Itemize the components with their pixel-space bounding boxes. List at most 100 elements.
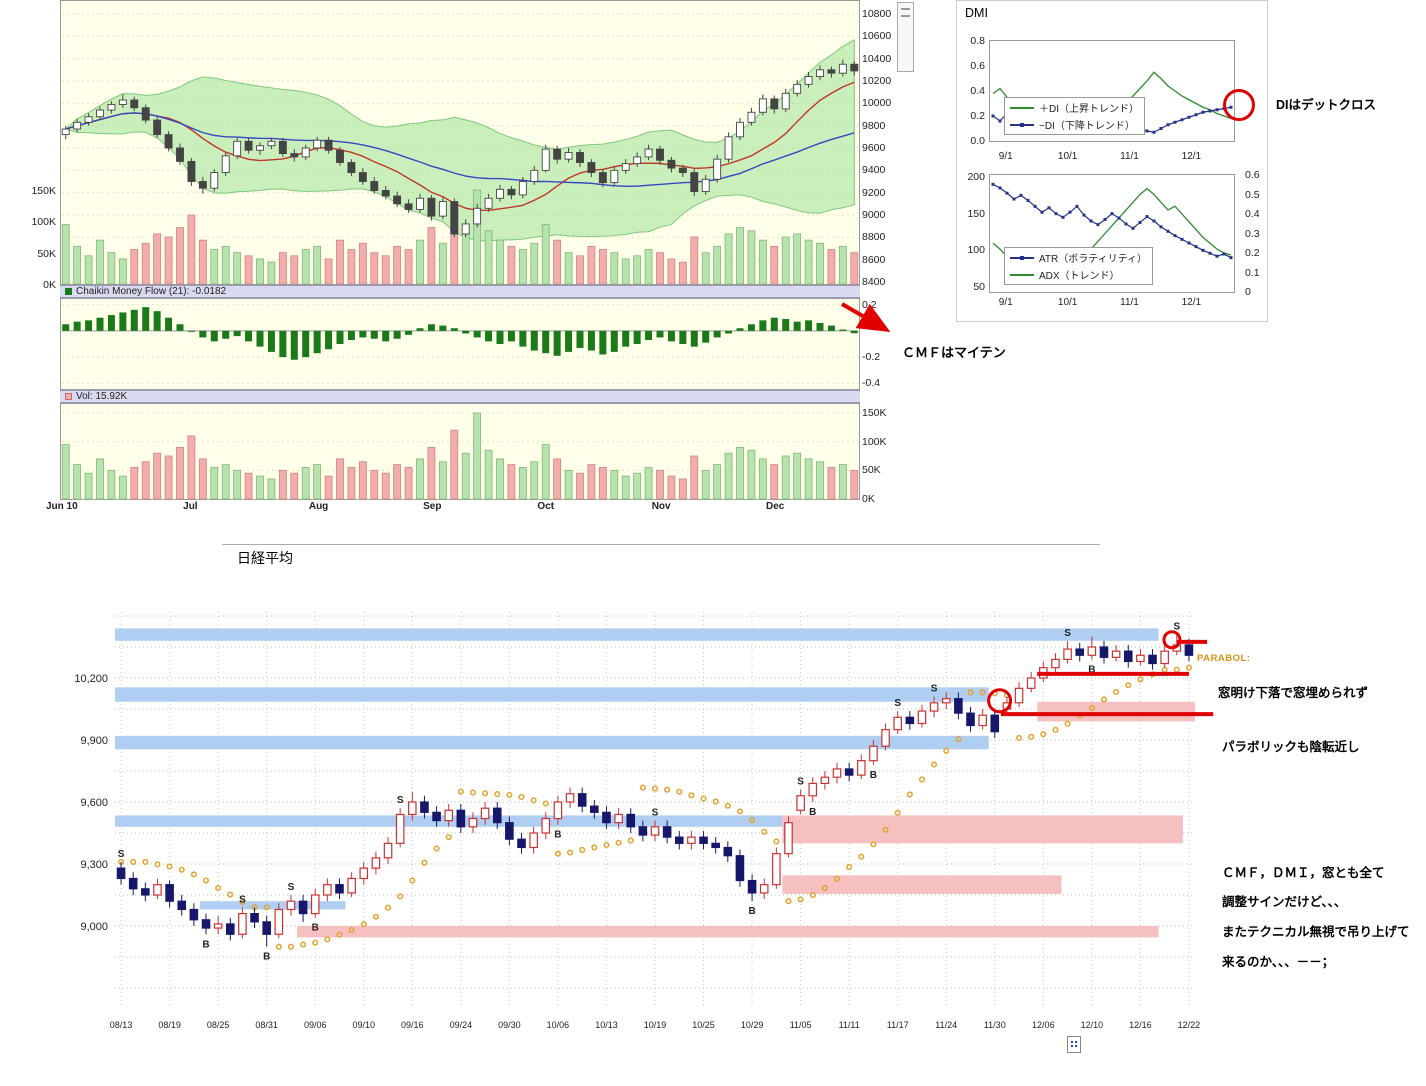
volume-y-axis: 150K 100K 50K 0K bbox=[31, 185, 56, 291]
svg-text:11/1: 11/1 bbox=[1120, 151, 1139, 162]
vol-header-label: Vol: 15.92K bbox=[76, 391, 128, 402]
parabol-label: PARABOL: bbox=[1197, 653, 1251, 664]
svg-text:08/31: 08/31 bbox=[255, 1020, 278, 1030]
summary-note-4: 来るのか、、、－－； bbox=[1222, 955, 1335, 969]
vol-legend-swatch bbox=[65, 393, 72, 400]
svg-text:12/22: 12/22 bbox=[1178, 1020, 1201, 1030]
scrollbar-grip-line bbox=[901, 15, 910, 17]
dmi-legend-row-plus: ＋DI（上昇トレンド） bbox=[1010, 101, 1139, 115]
svg-text:10/13: 10/13 bbox=[595, 1020, 618, 1030]
svg-text:09/16: 09/16 bbox=[401, 1020, 424, 1030]
atr-adx-chart: 9/1 10/1 11/1 12/1 bbox=[989, 174, 1235, 308]
plus-di-line-sample-icon bbox=[1010, 106, 1034, 109]
volpanel-y-axis: 150K 100K 50K 0K bbox=[862, 407, 887, 505]
svg-text:10,200: 10,200 bbox=[74, 673, 108, 685]
svg-text:B: B bbox=[554, 830, 561, 841]
svg-text:11/17: 11/17 bbox=[887, 1020, 909, 1030]
ime-icon-dots bbox=[1071, 1041, 1073, 1043]
svg-text:09/24: 09/24 bbox=[450, 1020, 473, 1030]
deadcross-circle-annotation bbox=[1223, 89, 1255, 121]
vol-chart bbox=[60, 403, 860, 500]
svg-text:9/1: 9/1 bbox=[999, 297, 1013, 308]
svg-text:12/16: 12/16 bbox=[1129, 1020, 1152, 1030]
svg-text:9/1: 9/1 bbox=[999, 151, 1013, 162]
scrollbar-grip-line bbox=[901, 8, 910, 10]
nikkei-title: 日経平均 bbox=[237, 550, 293, 566]
svg-text:10/19: 10/19 bbox=[644, 1020, 667, 1030]
svg-text:10/29: 10/29 bbox=[741, 1020, 764, 1030]
svg-text:11/24: 11/24 bbox=[935, 1020, 957, 1030]
price-x-axis: Jun 10 Jul Aug Sep Oct Nov Dec bbox=[46, 501, 785, 512]
dmi-deadcross-note: DIはデットクロス bbox=[1276, 98, 1377, 112]
svg-text:S: S bbox=[1064, 628, 1071, 639]
plus-di-label: ＋DI（上昇トレンド） bbox=[1039, 104, 1139, 115]
parabolic-note: パラボリックも陰転近し bbox=[1222, 740, 1360, 754]
price-chart bbox=[60, 0, 860, 285]
summary-note-3: またテクニカル無視で吊り上げて bbox=[1222, 925, 1410, 939]
svg-text:12/06: 12/06 bbox=[1032, 1020, 1055, 1030]
cmf-header-label: Chaikin Money Flow (21): -0.0182 bbox=[76, 286, 227, 297]
svg-text:9,900: 9,900 bbox=[80, 735, 108, 747]
atr-legend: ATR（ボラティリティ） ADX（トレンド） bbox=[1004, 247, 1154, 285]
minus-di-label: −DI（下降トレンド） bbox=[1039, 121, 1135, 132]
svg-text:09/10: 09/10 bbox=[352, 1020, 375, 1030]
svg-text:B: B bbox=[202, 939, 209, 950]
dmi-y-axis: 0.8 0.6 0.4 0.2 0.0 bbox=[970, 35, 985, 147]
dmi-legend-row-minus: −DI（下降トレンド） bbox=[1010, 118, 1139, 132]
svg-text:10/1: 10/1 bbox=[1058, 297, 1078, 308]
cmf-down-note: ＣＭＦはマイテン bbox=[902, 345, 1006, 360]
svg-text:08/19: 08/19 bbox=[158, 1020, 181, 1030]
svg-text:S: S bbox=[894, 698, 901, 709]
nikkei-chart: S B S B S B S B S B S B B S S S B S 10,200 9,900 9,600 9,300 9… bbox=[74, 612, 1214, 1030]
svg-text:10/1: 10/1 bbox=[1058, 151, 1078, 162]
svg-text:08/25: 08/25 bbox=[207, 1020, 230, 1030]
svg-text:9,000: 9,000 bbox=[80, 921, 108, 933]
minus-di-line-sample-icon bbox=[1010, 122, 1034, 127]
summary-note-1: ＣＭＦ，ＤＭＩ，窓とも全て bbox=[1222, 866, 1385, 880]
dmi-title: DMI bbox=[965, 6, 988, 20]
ime-icon[interactable] bbox=[1067, 1036, 1081, 1053]
window-gap-note: 窓明け下落で窓埋められず bbox=[1218, 686, 1369, 700]
svg-text:11/05: 11/05 bbox=[790, 1020, 812, 1030]
cmf-legend-swatch bbox=[65, 288, 72, 295]
svg-text:12/10: 12/10 bbox=[1081, 1020, 1104, 1030]
svg-text:10/25: 10/25 bbox=[692, 1020, 715, 1030]
svg-text:B: B bbox=[748, 906, 755, 917]
svg-text:S: S bbox=[288, 882, 295, 893]
svg-text:S: S bbox=[1173, 622, 1180, 633]
adx-label: ADX（トレンド） bbox=[1039, 271, 1120, 282]
adx-line-sample-icon bbox=[1010, 273, 1034, 276]
svg-text:S: S bbox=[652, 808, 659, 819]
svg-text:12/1: 12/1 bbox=[1182, 297, 1202, 308]
scrollbar-fragment[interactable] bbox=[897, 2, 914, 72]
cmf-chart bbox=[60, 298, 860, 390]
svg-text:S: S bbox=[931, 684, 938, 695]
svg-text:09/30: 09/30 bbox=[498, 1020, 521, 1030]
svg-text:B: B bbox=[809, 807, 816, 818]
svg-text:S: S bbox=[397, 795, 404, 806]
atr-label: ATR（ボラティリティ） bbox=[1039, 254, 1148, 265]
svg-text:B: B bbox=[312, 923, 319, 934]
summary-note-2: 調整サインだけど、、、 bbox=[1222, 895, 1347, 909]
svg-text:11/11: 11/11 bbox=[839, 1020, 860, 1030]
cmf-header: Chaikin Money Flow (21): -0.0182 bbox=[60, 285, 860, 298]
svg-text:12/1: 12/1 bbox=[1182, 151, 1202, 162]
svg-text:B: B bbox=[263, 952, 270, 963]
svg-text:S: S bbox=[118, 849, 125, 860]
svg-text:11/30: 11/30 bbox=[984, 1020, 1006, 1030]
svg-text:B: B bbox=[1088, 664, 1095, 675]
adx-legend-row: ADX（トレンド） bbox=[1010, 268, 1147, 282]
price-y-axis: 10800 10600 10400 10200 10000 9800 9600 9400 920… bbox=[862, 8, 892, 288]
dmi-panel: DMI 0.8 0.6 0.4 0.2 0.0 9/1 10/1 11/1 12/1 ＋DI（… bbox=[956, 0, 1268, 322]
svg-text:B: B bbox=[870, 770, 877, 781]
svg-text:10/06: 10/06 bbox=[547, 1020, 570, 1030]
atr-y-axis: 200 150 100 50 bbox=[967, 171, 985, 293]
adx-y-axis: 0.6 0.5 0.4 0.3 0.2 0.1 0 bbox=[1245, 169, 1260, 298]
cmf-arrow-icon bbox=[840, 302, 891, 333]
svg-text:09/06: 09/06 bbox=[304, 1020, 327, 1030]
atr-line-sample-icon bbox=[1010, 255, 1034, 260]
svg-text:9,300: 9,300 bbox=[80, 859, 108, 871]
atr-legend-row: ATR（ボラティリティ） bbox=[1010, 251, 1148, 265]
svg-text:S: S bbox=[239, 894, 246, 905]
svg-text:9,600: 9,600 bbox=[80, 797, 108, 809]
